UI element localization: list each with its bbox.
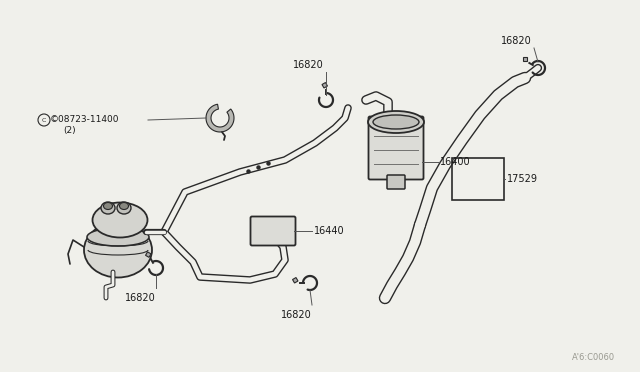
- Ellipse shape: [101, 202, 115, 214]
- Text: 16820: 16820: [280, 310, 312, 320]
- Text: 16820: 16820: [292, 60, 323, 70]
- Text: 16440: 16440: [314, 226, 344, 236]
- Bar: [145, 252, 151, 257]
- Text: C: C: [42, 118, 46, 122]
- Bar: [452, 158, 504, 200]
- Polygon shape: [206, 104, 234, 132]
- Ellipse shape: [368, 111, 424, 133]
- FancyBboxPatch shape: [387, 175, 405, 189]
- Ellipse shape: [104, 202, 113, 209]
- Ellipse shape: [87, 228, 149, 246]
- Text: (2): (2): [63, 126, 76, 135]
- Bar: [292, 278, 298, 283]
- Text: 16820: 16820: [125, 293, 156, 303]
- Ellipse shape: [373, 115, 419, 129]
- Bar: [524, 57, 527, 61]
- Ellipse shape: [84, 222, 152, 278]
- FancyBboxPatch shape: [369, 116, 424, 180]
- Text: 16820: 16820: [500, 36, 531, 46]
- Text: A'6:C0060: A'6:C0060: [572, 353, 615, 362]
- Text: 16400: 16400: [440, 157, 470, 167]
- Bar: [322, 83, 328, 88]
- Text: 17529: 17529: [507, 174, 538, 184]
- Ellipse shape: [117, 202, 131, 214]
- Ellipse shape: [93, 202, 147, 237]
- Ellipse shape: [120, 202, 129, 209]
- FancyBboxPatch shape: [250, 217, 296, 246]
- Text: ©08723-11400: ©08723-11400: [50, 115, 120, 125]
